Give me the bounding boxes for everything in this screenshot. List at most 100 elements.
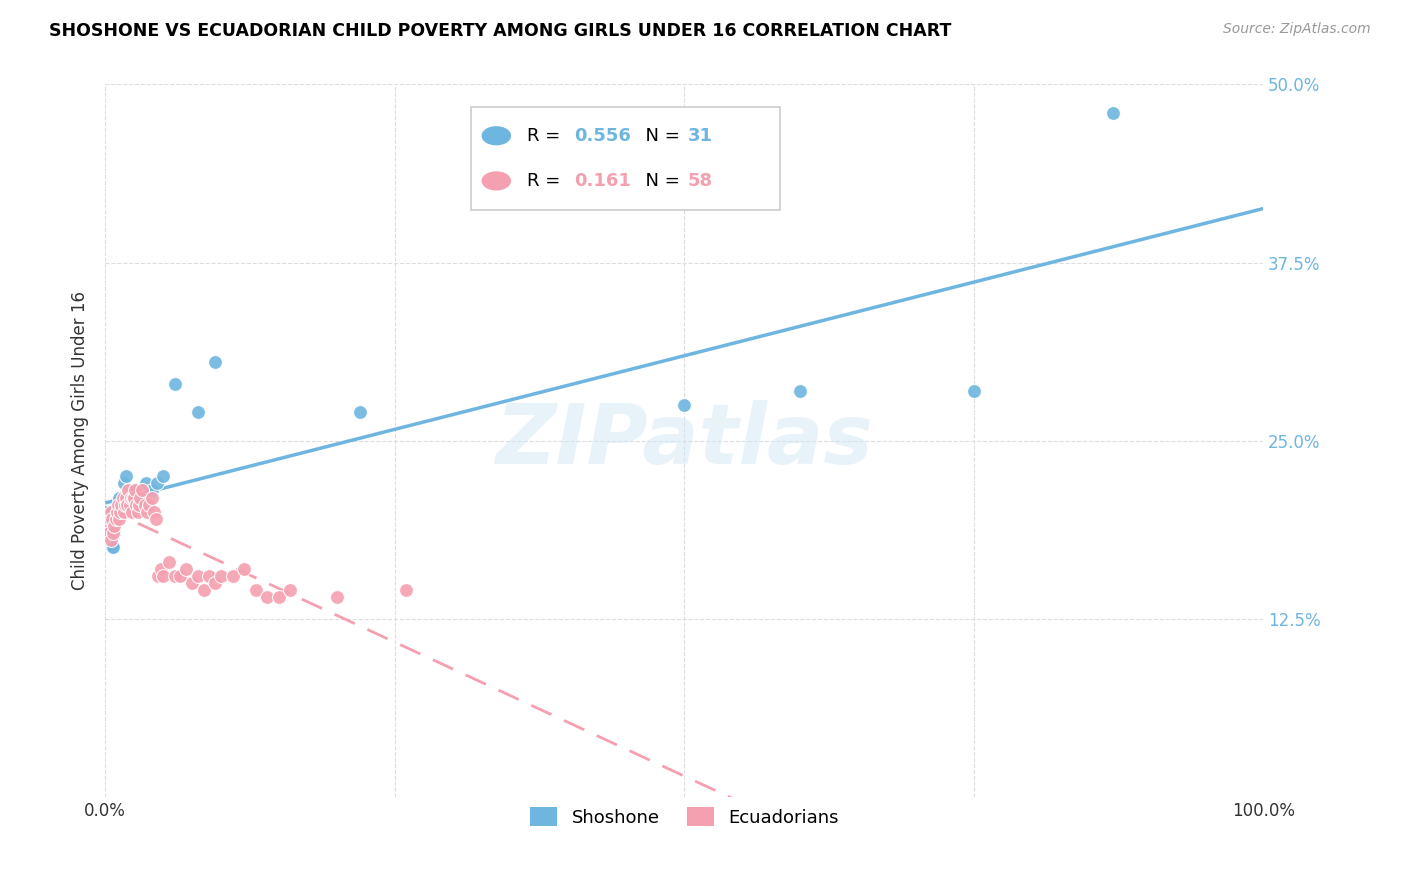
Text: N =: N = bbox=[634, 172, 686, 190]
Point bbox=[112, 476, 135, 491]
Text: 58: 58 bbox=[688, 172, 713, 190]
Text: R =: R = bbox=[527, 127, 567, 145]
Text: 0.556: 0.556 bbox=[574, 127, 630, 145]
Point bbox=[125, 498, 148, 512]
Point bbox=[97, 533, 120, 548]
Text: SHOSHONE VS ECUADORIAN CHILD POVERTY AMONG GIRLS UNDER 16 CORRELATION CHART: SHOSHONE VS ECUADORIAN CHILD POVERTY AMO… bbox=[49, 22, 952, 40]
Y-axis label: Child Poverty Among Girls Under 16: Child Poverty Among Girls Under 16 bbox=[72, 291, 89, 591]
Point bbox=[349, 405, 371, 419]
Point bbox=[111, 491, 134, 505]
Point bbox=[110, 498, 132, 512]
Point bbox=[120, 491, 142, 505]
Point bbox=[138, 498, 160, 512]
Point bbox=[100, 505, 122, 519]
Point bbox=[122, 491, 145, 505]
Point bbox=[181, 576, 204, 591]
Point bbox=[121, 505, 143, 519]
Point bbox=[115, 491, 138, 505]
Point bbox=[129, 491, 152, 505]
Point bbox=[169, 569, 191, 583]
Point bbox=[163, 376, 186, 391]
Point bbox=[221, 569, 243, 583]
Point bbox=[105, 505, 128, 519]
Point bbox=[145, 512, 167, 526]
Point bbox=[152, 469, 174, 483]
Point bbox=[110, 498, 132, 512]
Point bbox=[245, 583, 267, 598]
Text: N =: N = bbox=[634, 127, 686, 145]
Point bbox=[96, 505, 118, 519]
Point bbox=[127, 505, 149, 519]
Text: Source: ZipAtlas.com: Source: ZipAtlas.com bbox=[1223, 22, 1371, 37]
Text: 0.161: 0.161 bbox=[574, 172, 630, 190]
Point bbox=[142, 505, 165, 519]
Text: R =: R = bbox=[527, 172, 567, 190]
Point bbox=[110, 505, 132, 519]
Point bbox=[193, 583, 215, 598]
Point bbox=[104, 512, 127, 526]
Point bbox=[135, 476, 157, 491]
Point bbox=[104, 512, 127, 526]
Point bbox=[103, 541, 125, 555]
Text: ZIPatlas: ZIPatlas bbox=[495, 401, 873, 481]
Point bbox=[114, 498, 136, 512]
Point bbox=[157, 555, 180, 569]
Point bbox=[198, 569, 221, 583]
Point bbox=[117, 491, 139, 505]
Point bbox=[124, 483, 146, 498]
Point bbox=[115, 469, 138, 483]
Point bbox=[163, 569, 186, 583]
Point bbox=[118, 498, 141, 512]
Point bbox=[174, 562, 197, 576]
Point bbox=[152, 569, 174, 583]
Point bbox=[105, 505, 128, 519]
Point bbox=[128, 498, 150, 512]
Point bbox=[963, 384, 986, 398]
Point bbox=[141, 483, 163, 498]
Point bbox=[120, 483, 142, 498]
Point bbox=[187, 569, 209, 583]
Legend: Shoshone, Ecuadorians: Shoshone, Ecuadorians bbox=[523, 800, 846, 834]
Point bbox=[122, 491, 145, 505]
Point bbox=[117, 483, 139, 498]
Point bbox=[98, 512, 121, 526]
Point bbox=[96, 519, 118, 533]
Point bbox=[256, 591, 278, 605]
Point bbox=[141, 491, 163, 505]
Point bbox=[129, 491, 152, 505]
Point bbox=[98, 519, 121, 533]
Point bbox=[103, 526, 125, 541]
Point bbox=[103, 526, 125, 541]
Point bbox=[395, 583, 418, 598]
Point bbox=[112, 505, 135, 519]
Point bbox=[101, 541, 124, 555]
Point bbox=[209, 569, 232, 583]
Point bbox=[187, 405, 209, 419]
Point bbox=[108, 491, 131, 505]
Point bbox=[148, 569, 170, 583]
Point bbox=[101, 512, 124, 526]
Point bbox=[103, 519, 125, 533]
Point bbox=[204, 576, 226, 591]
Point bbox=[107, 498, 129, 512]
Point bbox=[122, 483, 145, 498]
Point bbox=[233, 562, 256, 576]
Point bbox=[101, 505, 124, 519]
Point bbox=[267, 591, 290, 605]
Point bbox=[673, 398, 696, 412]
Point bbox=[134, 498, 156, 512]
Point bbox=[108, 512, 131, 526]
Text: 31: 31 bbox=[688, 127, 713, 145]
Point bbox=[135, 505, 157, 519]
Point bbox=[100, 533, 122, 548]
Point bbox=[97, 526, 120, 541]
Point bbox=[1101, 106, 1123, 120]
Point bbox=[204, 355, 226, 369]
Point bbox=[789, 384, 811, 398]
Point bbox=[97, 512, 120, 526]
Point bbox=[326, 591, 349, 605]
Point bbox=[115, 498, 138, 512]
Point bbox=[149, 562, 172, 576]
Point bbox=[100, 526, 122, 541]
Point bbox=[131, 483, 153, 498]
